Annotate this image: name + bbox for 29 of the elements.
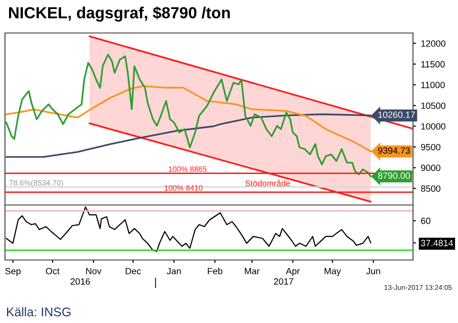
- y-tick-label: 11000: [421, 82, 445, 88]
- x-tick-label: Mar: [244, 268, 260, 274]
- x-tick-label: Dec: [126, 268, 141, 274]
- y-tick-label: 11500: [421, 61, 445, 68]
- x-tick-label: Feb: [208, 268, 222, 274]
- x-tick-label: Apr: [286, 268, 300, 276]
- annotation: Stödområde: [245, 179, 290, 186]
- y-tick-label: 60: [421, 218, 430, 224]
- y-tick-label: 10000: [421, 123, 446, 130]
- y-tick-label: 37.4814: [420, 240, 454, 246]
- chart-title: NICKEL, dagsgraf, $8790 /ton: [9, 6, 230, 22]
- x-tick-label: May: [324, 268, 341, 276]
- y-tick-label: 9500: [421, 144, 440, 150]
- text: Källa: INSG: [7, 307, 70, 316]
- x-tick-label: Sep: [5, 268, 21, 276]
- x-tick-label: Oct: [46, 268, 60, 274]
- x-tick-label: Nov: [86, 268, 102, 274]
- x2-tick-label: 2016: [70, 278, 90, 285]
- x-tick-label: Jun: [366, 268, 380, 274]
- data-label: 10260.17: [378, 112, 415, 118]
- line-series: [6, 206, 372, 252]
- data-label: 8790.00: [378, 172, 410, 179]
- x-tick-label: Jan: [166, 268, 181, 274]
- x2-tick-label: 2017: [274, 278, 294, 285]
- y-tick-label: 10500: [421, 102, 446, 109]
- y-tick-label: 8500: [421, 185, 440, 192]
- y-tick-label: 9000: [421, 164, 440, 172]
- y-tick-label: 12000: [421, 40, 446, 47]
- data-label: 9394.73: [378, 147, 410, 154]
